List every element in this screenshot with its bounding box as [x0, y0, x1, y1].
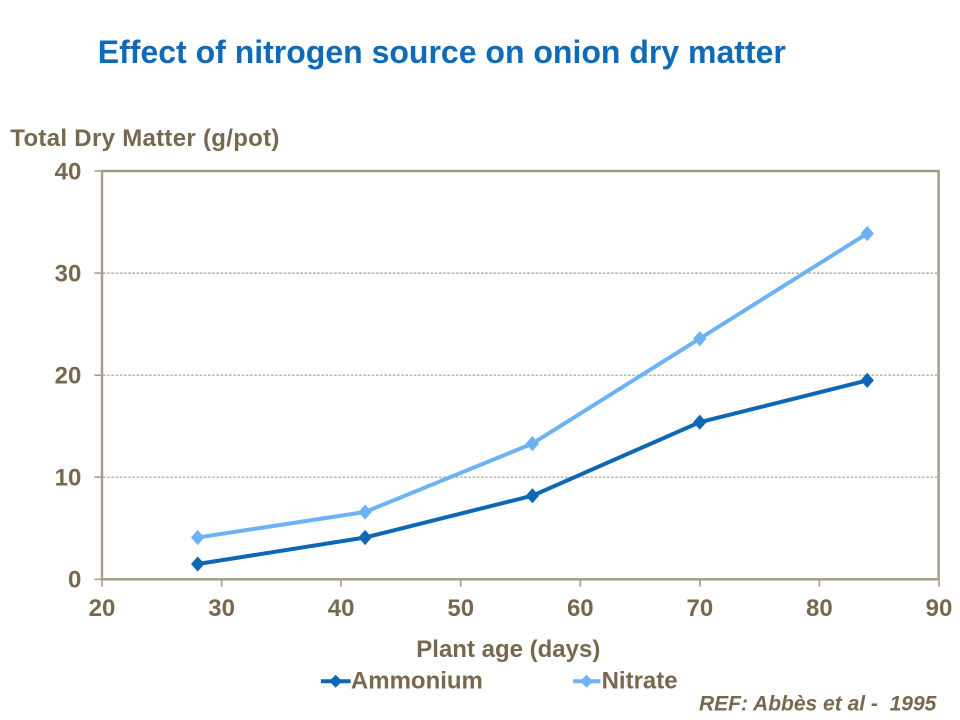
svg-text:50: 50	[447, 595, 474, 622]
svg-text:90: 90	[926, 595, 953, 622]
svg-text:30: 30	[55, 260, 82, 287]
svg-text:Nitrate: Nitrate	[602, 668, 678, 695]
svg-text:70: 70	[687, 595, 714, 622]
svg-text:40: 40	[55, 158, 82, 185]
svg-text:REF: Abbès et al - 1995: REF: Abbès et al - 1995	[699, 692, 937, 715]
svg-text:30: 30	[208, 595, 235, 622]
svg-text:Total Dry Matter (g/pot): Total Dry Matter (g/pot)	[10, 125, 279, 152]
svg-text:20: 20	[55, 363, 82, 390]
svg-text:10: 10	[55, 465, 82, 492]
svg-text:Ammonium: Ammonium	[351, 668, 483, 695]
svg-text:0: 0	[68, 567, 81, 594]
svg-text:60: 60	[567, 595, 594, 622]
svg-text:20: 20	[89, 595, 116, 622]
svg-text:Effect of nitrogen source on o: Effect of nitrogen source on onion dry m…	[98, 34, 786, 70]
svg-text:Plant age (days): Plant age (days)	[416, 636, 600, 663]
svg-text:40: 40	[328, 595, 355, 622]
svg-text:80: 80	[806, 595, 833, 622]
